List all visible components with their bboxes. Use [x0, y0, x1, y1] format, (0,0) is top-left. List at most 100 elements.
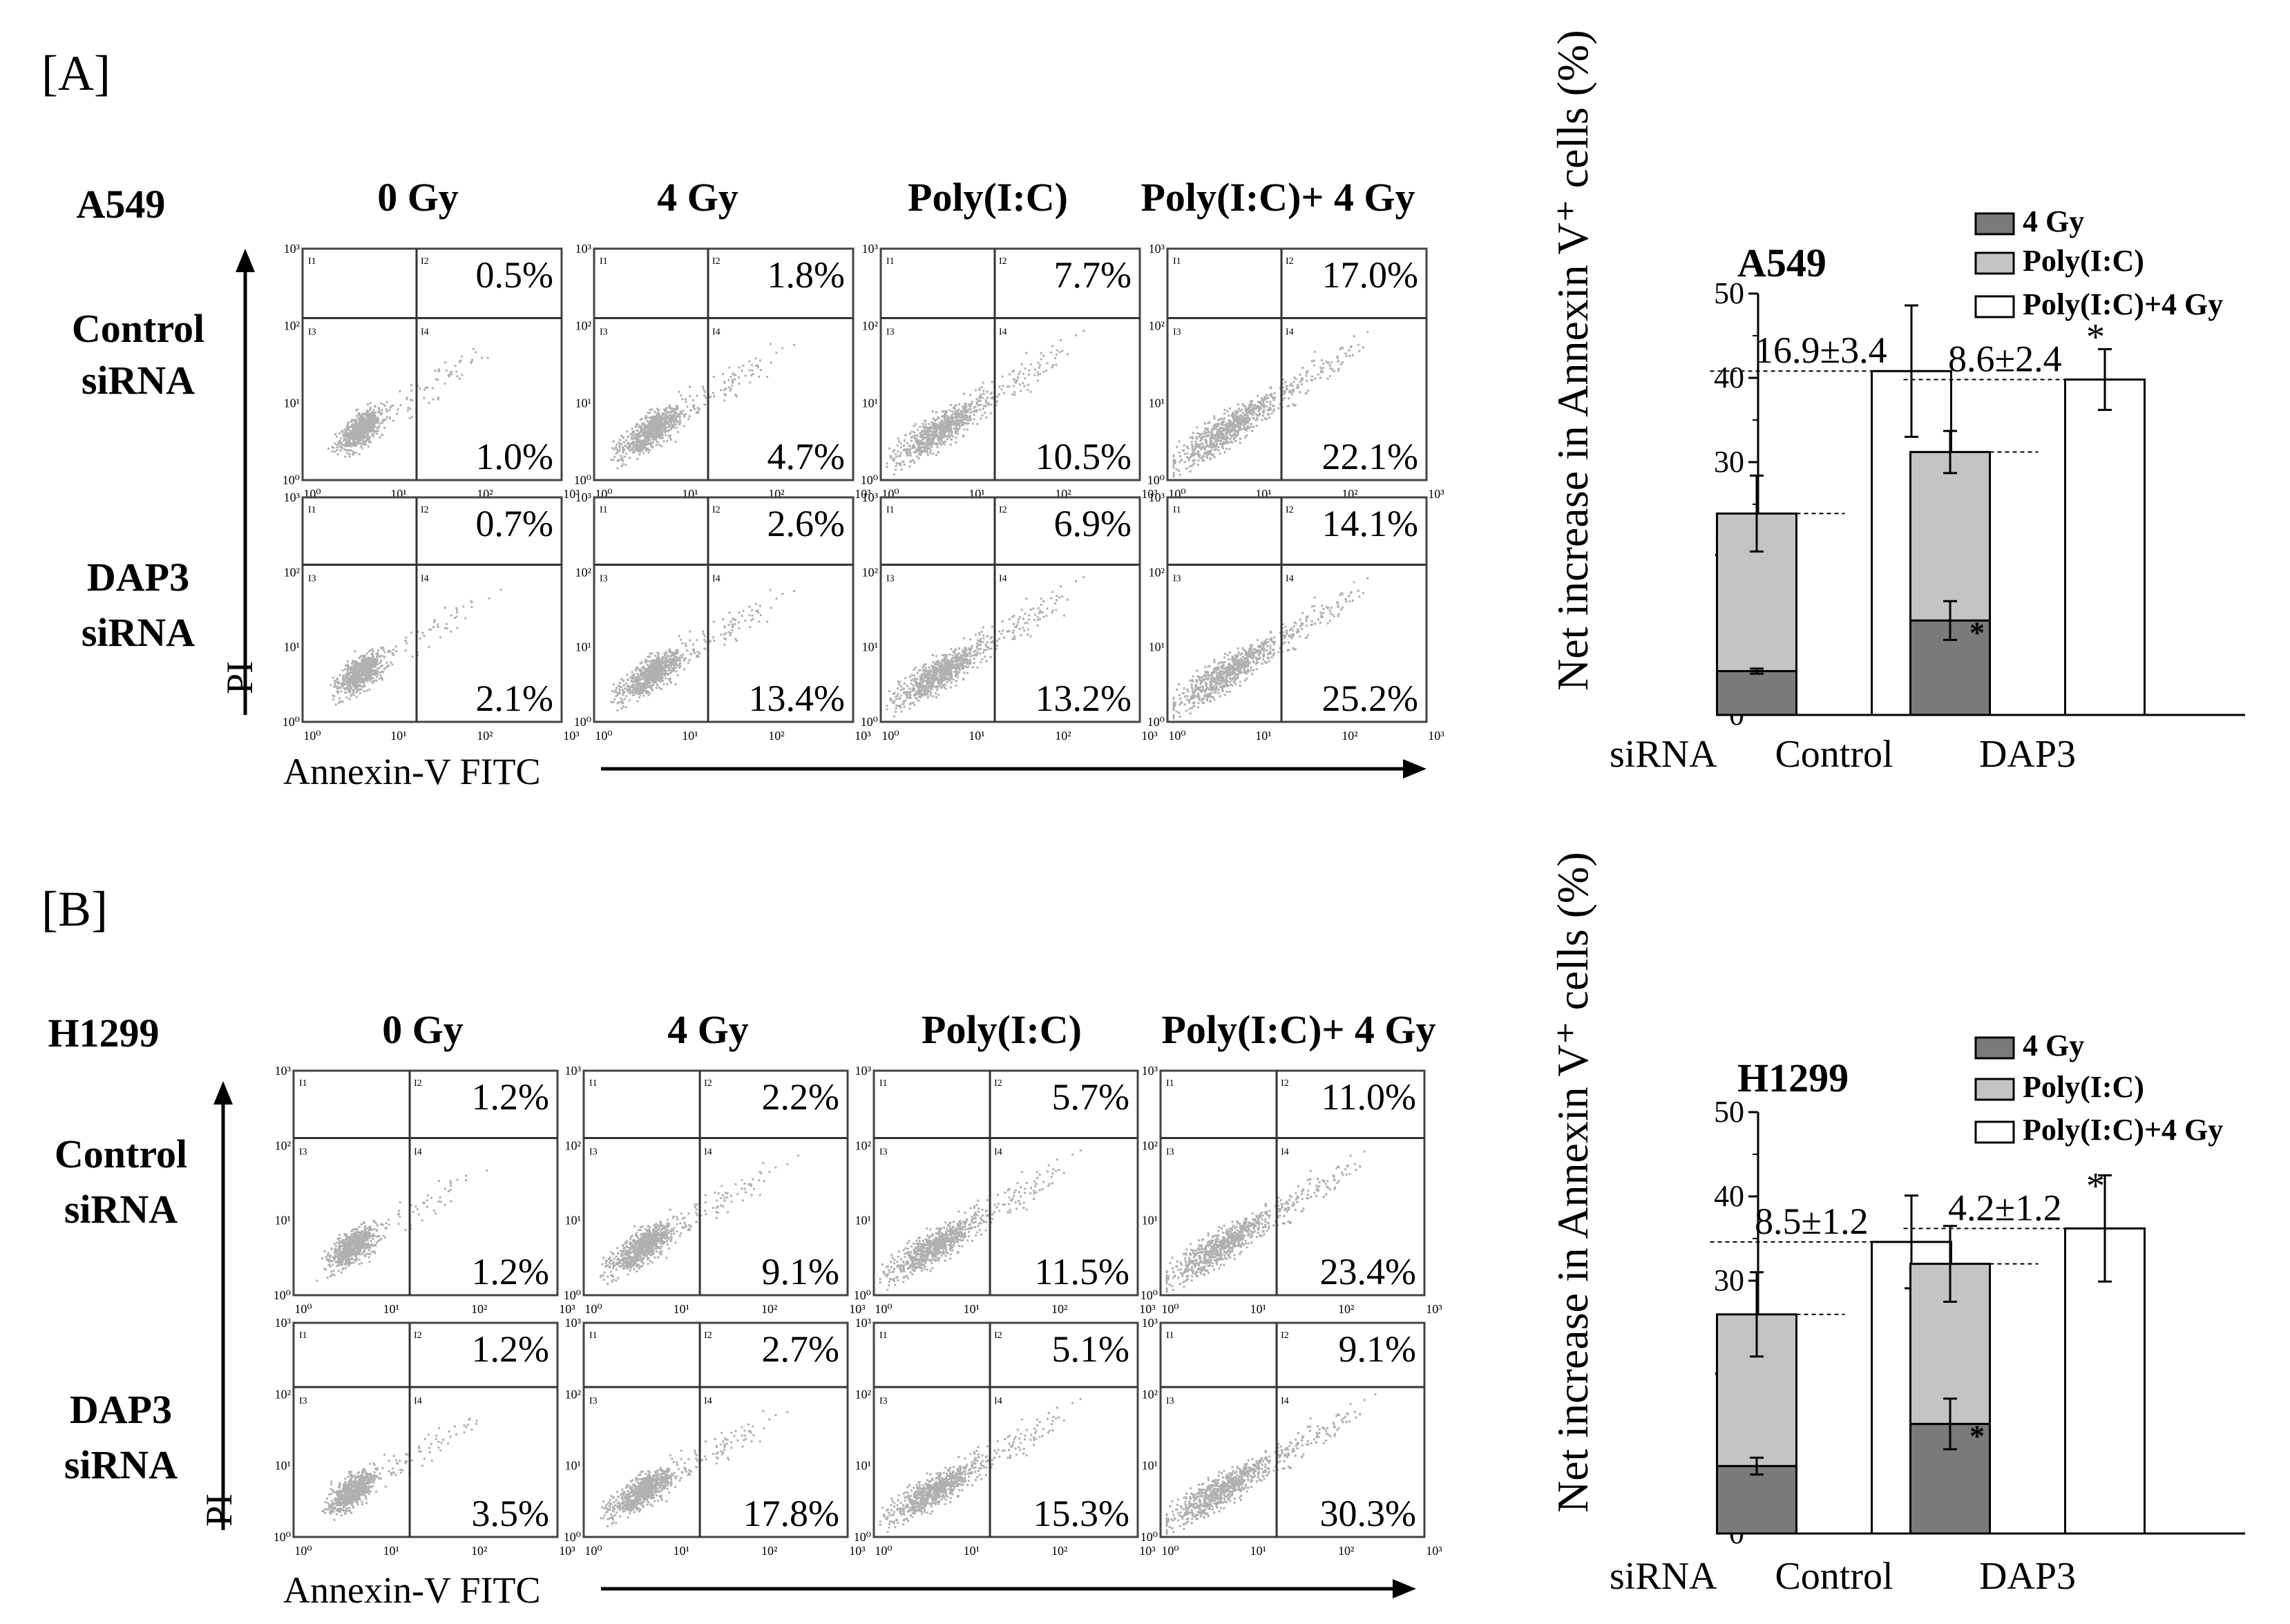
event-dot: [361, 672, 364, 675]
event-dot: [363, 429, 366, 432]
event-dot: [935, 433, 938, 436]
event-dot: [670, 407, 673, 410]
x-tick-label: 10¹: [390, 729, 406, 743]
event-dot: [368, 441, 371, 443]
event-dot: [352, 441, 355, 444]
event-dot: [944, 410, 946, 412]
event-dot: [952, 435, 955, 438]
event-dot: [962, 421, 964, 424]
event-dot: [360, 435, 363, 438]
event-dot: [1241, 416, 1244, 419]
event-dot: [1212, 442, 1215, 445]
event-dot: [675, 670, 678, 673]
event-dot: [963, 428, 966, 431]
event-dot: [374, 674, 376, 676]
event-dot: [374, 414, 376, 417]
event-dot: [906, 448, 909, 450]
event-dot: [676, 405, 679, 408]
event-dot: [1242, 419, 1245, 422]
event-dot: [358, 420, 361, 423]
event-dot: [367, 439, 370, 442]
event-dot: [914, 434, 917, 437]
event-dot: [1295, 378, 1297, 380]
event-dot: [939, 423, 942, 426]
event-dot: [1213, 456, 1216, 459]
event-dot: [987, 402, 990, 405]
event-dot: [1292, 390, 1295, 393]
event-dot: [620, 443, 623, 446]
event-dot: [1212, 428, 1215, 431]
event-dot: [349, 430, 352, 433]
event-dot: [410, 399, 412, 401]
event-dot: [1247, 420, 1250, 422]
event-dot: [417, 631, 419, 633]
event-dot: [1259, 402, 1262, 405]
event-dot: [932, 417, 935, 420]
event-dot: [909, 432, 911, 435]
event-dot: [931, 435, 934, 438]
event-dot: [1225, 432, 1228, 434]
event-dot: [1337, 360, 1340, 363]
event-dot: [633, 694, 636, 696]
event-dot: [346, 666, 349, 669]
event-dot: [1269, 406, 1271, 409]
event-dot: [638, 453, 641, 456]
event-dot: [649, 434, 652, 436]
event-dot: [653, 434, 656, 437]
event-dot: [336, 687, 339, 689]
event-dot: [369, 679, 372, 682]
event-dot: [360, 681, 363, 684]
event-dot: [1223, 408, 1226, 411]
event-dot: [647, 448, 649, 450]
event-dot: [671, 410, 674, 412]
event-dot: [1233, 420, 1236, 423]
event-dot: [1243, 417, 1246, 419]
event-dot: [338, 700, 341, 703]
event-dot: [951, 419, 953, 422]
event-dot: [355, 426, 358, 428]
event-dot: [675, 423, 678, 426]
event-dot: [676, 674, 679, 677]
event-dot: [932, 430, 935, 432]
event-dot: [1222, 433, 1225, 436]
event-dot: [332, 694, 334, 697]
event-dot: [937, 451, 939, 454]
event-dot: [433, 621, 436, 624]
event-dot: [964, 406, 966, 409]
lower-right-percent: 22.1%: [1322, 436, 1418, 477]
event-dot: [646, 439, 649, 441]
event-dot: [1286, 405, 1289, 408]
event-dot: [1252, 413, 1254, 416]
event-dot: [356, 675, 359, 678]
event-dot: [1066, 353, 1069, 356]
event-dot: [461, 355, 464, 358]
event-dot: [359, 670, 362, 673]
event-dot: [1179, 461, 1181, 464]
event-dot: [979, 399, 982, 402]
event-dot: [1218, 430, 1221, 433]
event-dot: [1321, 359, 1323, 361]
event-dot: [360, 420, 363, 423]
event-dot: [334, 703, 337, 706]
event-dot: [962, 434, 965, 437]
event-dot: [944, 432, 946, 434]
event-dot: [910, 460, 913, 463]
event-dot: [1205, 441, 1208, 443]
event-dot: [1228, 414, 1230, 417]
event-dot: [363, 428, 365, 430]
event-dot: [658, 416, 661, 419]
event-dot: [334, 450, 336, 453]
event-dot: [371, 662, 374, 665]
event-dot: [619, 443, 621, 446]
event-dot: [661, 434, 664, 436]
event-dot: [961, 423, 963, 426]
quadrant-tag: I4: [421, 574, 429, 584]
event-dot: [931, 423, 934, 426]
event-dot: [628, 447, 631, 449]
event-dot: [685, 401, 687, 403]
x-tick-label: 10⁰: [303, 729, 321, 743]
event-dot: [1241, 412, 1244, 414]
event-dot: [368, 663, 371, 666]
event-dot: [342, 676, 345, 679]
